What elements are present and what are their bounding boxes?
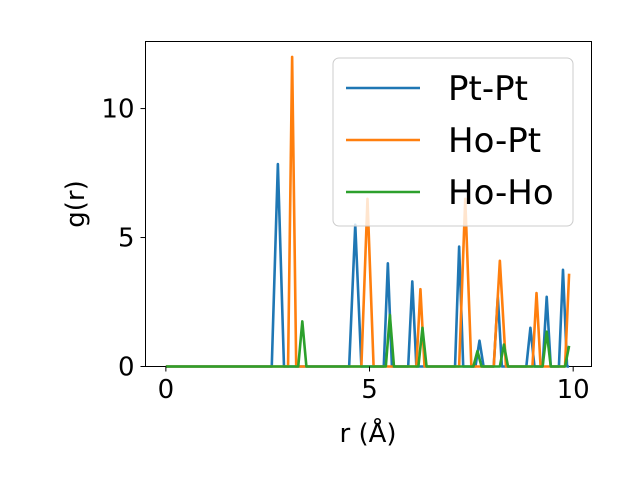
y-tick-label: 10	[101, 95, 134, 125]
x-tick-label: 0	[158, 375, 175, 405]
y-tick-label: 0	[118, 353, 135, 383]
x-tick-label: 5	[361, 375, 378, 405]
y-axis-ticks: 0 5 10	[101, 95, 146, 383]
legend-label-ho-ho: Ho-Ho	[448, 173, 554, 213]
legend-items: Pt-Pt Ho-Pt Ho-Ho	[346, 69, 554, 213]
legend: Pt-Pt Ho-Pt Ho-Ho	[332, 57, 574, 227]
x-axis-label: r (Å)	[339, 417, 396, 449]
y-tick-label: 5	[118, 224, 135, 254]
x-tick-label: 10	[557, 375, 590, 405]
legend-label-ho-pt: Ho-Pt	[448, 121, 541, 161]
series-layer	[165, 55, 571, 368]
legend-box	[332, 57, 574, 227]
x-axis-ticks: 0 5 10	[158, 366, 590, 405]
legend-label-pt-pt: Pt-Pt	[448, 69, 528, 109]
series-line-ho-ho	[165, 313, 571, 368]
y-axis-label: g(r)	[61, 180, 91, 227]
